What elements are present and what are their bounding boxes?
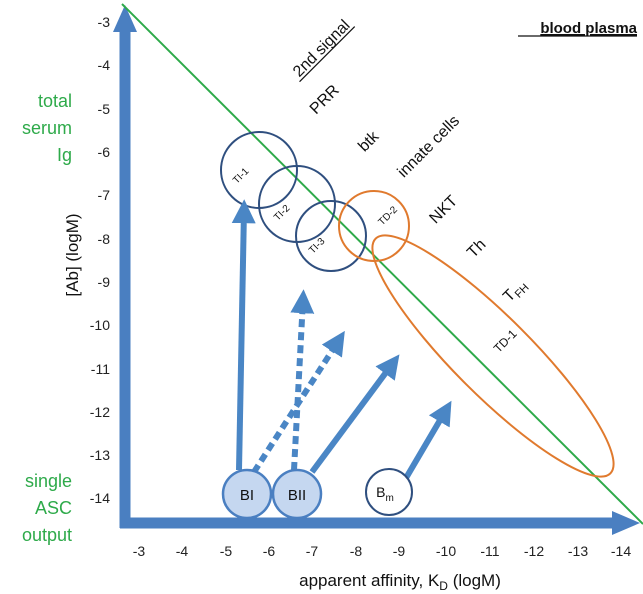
x-tick-labels: -3 -4 -5 -6 -7 -8 -9 -10 -11 -12 -13 -14 [133,543,632,559]
td-2-region [338,190,410,262]
svg-text:Ig: Ig [57,145,72,165]
bi-label: BI [240,487,254,504]
y-tick: -14 [90,490,110,506]
bii-label: BII [288,487,306,504]
y-tick: -5 [98,101,111,117]
blood-plasma-title: blood plasma [540,20,637,37]
y-tick: -3 [98,14,111,30]
x-tick: -10 [436,543,456,559]
bii-to-ti-2-dotted-arrow [290,289,315,471]
y-axis-arrowhead [113,5,137,32]
y-tick: -7 [98,187,111,203]
td-1-label: TD-1 [491,327,520,356]
bm-to-td-1-arrow [403,400,452,480]
innate-cells-label: innate cells [395,113,464,182]
y-tick-labels: -3 -4 -5 -6 -7 -8 -9 -10 -11 -12 -13 -14 [90,14,110,506]
td-2-label: TD-2 [376,204,400,228]
x-tick: -5 [220,543,233,559]
bi-to-ti-3-dotted-arrow [251,330,345,474]
x-tick: -8 [350,543,363,559]
ti-2-label: TI-2 [272,203,293,224]
ti-3-region [295,200,367,272]
bii-cell [271,468,323,520]
y-tick: -4 [98,57,111,73]
svg-text:output: output [22,525,72,545]
svg-text:total: total [38,91,72,111]
prr-label: PRR [307,82,343,118]
bm-label: Bm [376,484,394,504]
single-asc-output-label: single ASC output [22,471,72,545]
td-1-region [371,234,615,478]
y-axis-label: [Ab] (logM) [63,213,82,296]
y-tick: -9 [98,274,111,290]
x-axis-arrowhead [612,511,640,535]
total-serum-ig-label: total serum Ig [22,91,72,165]
x-tick: -6 [263,543,276,559]
x-tick: -11 [480,543,499,559]
x-tick: -13 [568,543,588,559]
y-tick: -13 [90,447,110,463]
bii-to-td-arrow [309,354,400,474]
x-tick: -9 [393,543,406,559]
th-label: Th [464,236,489,261]
svg-text:single: single [25,471,72,491]
svg-text:ASC: ASC [35,498,72,518]
bi-to-ti-1-arrow [231,199,256,471]
y-tick: -6 [98,144,111,160]
x-tick: -4 [176,543,189,559]
x-tick: -7 [306,543,319,559]
y-tick: -10 [90,317,110,333]
x-axis-label: apparent affinity, KD (logM) [299,571,501,593]
y-tick: -11 [91,361,110,377]
second-signal-heading: 2nd signal [290,17,354,81]
ti-1-label: TI-1 [231,166,252,187]
btk-label: btk [355,128,383,156]
bi-cell [221,468,273,520]
nkt-label: NKT [426,192,461,227]
x-tick: -3 [133,543,146,559]
x-tick: -14 [611,543,631,559]
tfh-label: TFH [500,276,531,307]
bm-cell [365,468,413,516]
y-tick: -12 [90,404,110,420]
x-tick: -12 [524,543,544,559]
y-tick: -8 [98,231,111,247]
second-signal-underline [299,26,356,83]
svg-text:serum: serum [22,118,72,138]
diagonal-line [121,3,643,525]
